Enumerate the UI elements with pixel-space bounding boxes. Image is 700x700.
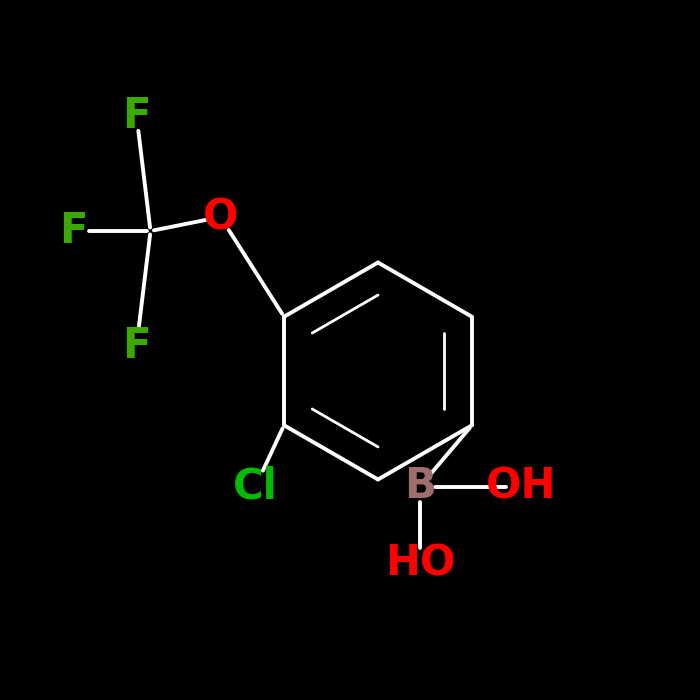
Text: OH: OH: [486, 466, 556, 507]
Text: HO: HO: [385, 542, 455, 584]
Text: F: F: [122, 94, 150, 136]
Text: O: O: [203, 196, 238, 238]
Text: F: F: [122, 326, 150, 368]
Text: B: B: [404, 466, 436, 507]
Text: F: F: [60, 210, 88, 252]
Text: Cl: Cl: [233, 466, 278, 507]
